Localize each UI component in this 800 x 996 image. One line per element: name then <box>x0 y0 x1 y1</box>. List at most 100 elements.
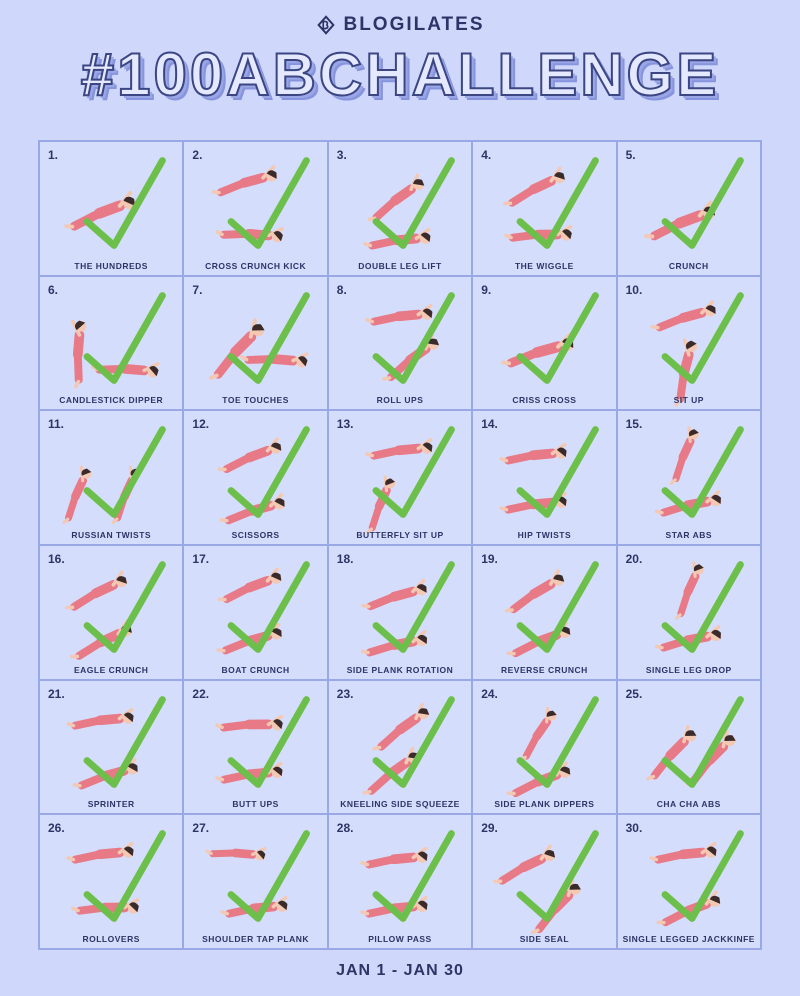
challenge-grid: 1. THE HUNDREDS 2. CROSS CRUNCH KICK 3. DOU… <box>38 140 762 950</box>
day-cell: 19. REVERSE CRUNCH <box>472 545 617 680</box>
day-number: 9. <box>481 282 492 297</box>
day-number: 2. <box>192 148 203 162</box>
day-number: 7. <box>192 282 203 297</box>
exercise-label: CROSS CRUNCH KICK <box>205 260 307 271</box>
day-cell: 23. KNEELING SIDE SQUEEZE <box>327 679 473 815</box>
page-title: #100ABCHALLENGE <box>80 40 720 109</box>
day-number: 13. <box>336 417 354 432</box>
day-number: 30. <box>625 821 643 836</box>
day-number: 29. <box>481 821 498 836</box>
day-cell: 6. CANDLESTICK DIPPER <box>39 275 184 411</box>
day-cell: 26. ROLLOVERS <box>39 814 184 949</box>
day-cell: 10. SIT UP <box>616 275 761 411</box>
day-cell: 2. CROSS CRUNCH KICK <box>183 141 328 276</box>
exercise-label: EAGLE CRUNCH <box>73 664 149 675</box>
exercise-label: SIDE SEAL <box>519 934 570 944</box>
exercise-label: RUSSIAN TWISTS <box>71 530 152 540</box>
day-cell: 21. SPRINTER <box>39 679 184 815</box>
day-number: 6. <box>48 282 59 297</box>
exercise-illustration <box>209 318 309 380</box>
day-number: 22. <box>192 686 210 701</box>
day-number: 3. <box>336 148 347 162</box>
exercise-label: BOAT CRUNCH <box>221 664 290 675</box>
brand-header: BLOGILATES <box>0 14 800 36</box>
day-number: 26. <box>48 821 65 836</box>
exercise-label: SIT UP <box>673 395 704 406</box>
day-cell: 7. TOE TOUCHES <box>183 275 328 411</box>
day-cell: 18. SIDE PLANK ROTATION <box>327 545 473 680</box>
day-cell: 3. DOUBLE LEG LIFT <box>327 141 473 276</box>
day-number: 24. <box>481 686 498 701</box>
exercise-illustration <box>503 166 573 242</box>
exercise-label: CRISS CROSS <box>512 395 577 406</box>
exercise-label: THE WIGGLE <box>514 260 574 271</box>
day-cell: 5. CRUNCH <box>616 141 761 276</box>
exercise-label: THE HUNDREDS <box>74 260 148 271</box>
day-number: 25. <box>625 686 643 701</box>
exercise-illustration <box>64 190 136 231</box>
day-number: 16. <box>48 552 65 566</box>
exercise-label: PILLOW PASS <box>368 934 432 944</box>
day-cell: 8. ROLL UPS <box>327 275 473 411</box>
blogilates-logo-icon <box>317 15 336 35</box>
exercise-label: BUTT UPS <box>232 799 279 810</box>
exercise-illustration <box>365 303 439 381</box>
exercise-label: ROLLOVERS <box>82 934 140 944</box>
day-cell: 16. EAGLE CRUNCH <box>39 545 184 680</box>
day-number: 11. <box>48 417 65 432</box>
exercise-label: KNEELING SIDE SQUEEZE <box>340 799 460 810</box>
day-cell: 13. BUTTERFLY SIT UP <box>327 410 473 545</box>
day-number: 17. <box>192 552 210 566</box>
exercise-label: SHOULDER TAP PLANK <box>202 934 310 944</box>
day-cell: 27. SHOULDER TAP PLANK <box>183 814 328 949</box>
day-cell: 20. SINGLE LEG DROP <box>616 545 761 680</box>
date-range: JAN 1 - JAN 30 <box>336 962 464 979</box>
exercise-label: REVERSE CRUNCH <box>500 664 588 675</box>
brand-name: BLOGILATES <box>343 14 485 35</box>
day-cell: 25. CHA CHA ABS <box>616 679 761 815</box>
day-cell: 15. STAR ABS <box>616 410 761 545</box>
exercise-label: HIP TWISTS <box>517 530 572 540</box>
day-number: 20. <box>625 552 643 566</box>
exercise-label: SINGLE LEG DROP <box>645 664 732 675</box>
day-number: 18. <box>336 552 354 566</box>
exercise-label: SINGLE LEGGED JACKKINFE <box>622 934 755 944</box>
day-number: 23. <box>336 686 354 701</box>
exercise-label: DOUBLE LEG LIFT <box>358 260 442 271</box>
exercise-illustration <box>501 332 574 368</box>
exercise-label: CANDLESTICK DIPPER <box>59 395 164 406</box>
exercise-illustration <box>212 165 285 243</box>
day-number: 28. <box>336 821 354 836</box>
day-cell: 1. THE HUNDREDS <box>39 141 184 276</box>
day-cell: 17. BOAT CRUNCH <box>183 545 328 680</box>
exercise-label: BUTTERFLY SIT UP <box>356 530 444 540</box>
day-number: 19. <box>481 552 498 566</box>
day-cell: 30. SINGLE LEGGED JACKKINFE <box>616 814 761 949</box>
exercise-label: SCISSORS <box>231 530 280 540</box>
exercise-illustration <box>363 173 431 250</box>
day-number: 5. <box>625 148 636 162</box>
exercise-label: SIDE PLANK DIPPERS <box>494 799 595 810</box>
day-number: 15. <box>625 417 643 432</box>
day-number: 8. <box>336 282 347 297</box>
exercise-label: CHA CHA ABS <box>656 799 721 810</box>
day-cell: 24. SIDE PLANK DIPPERS <box>472 679 617 815</box>
day-cell: 14. HIP TWISTS <box>472 410 617 545</box>
day-number: 27. <box>192 821 210 836</box>
day-cell: 28. PILLOW PASS <box>327 814 473 949</box>
exercise-illustration <box>643 200 715 241</box>
day-number: 4. <box>481 148 492 162</box>
exercise-label: STAR ABS <box>665 530 713 540</box>
day-cell: 29. SIDE SEAL <box>472 814 617 949</box>
day-number: 21. <box>48 686 65 701</box>
day-cell: 9. CRISS CROSS <box>472 275 617 411</box>
day-number: 10. <box>625 282 643 297</box>
day-number: 1. <box>48 148 59 162</box>
day-number: 14. <box>481 417 498 432</box>
day-cell: 12. SCISSORS <box>183 410 328 545</box>
day-cell: 22. BUTT UPS <box>183 679 328 815</box>
day-cell: 11. RUSSIAN TWISTS <box>39 410 184 545</box>
exercise-label: CRUNCH <box>668 260 709 271</box>
exercise-label: SIDE PLANK ROTATION <box>346 664 454 675</box>
exercise-illustration <box>71 319 160 388</box>
